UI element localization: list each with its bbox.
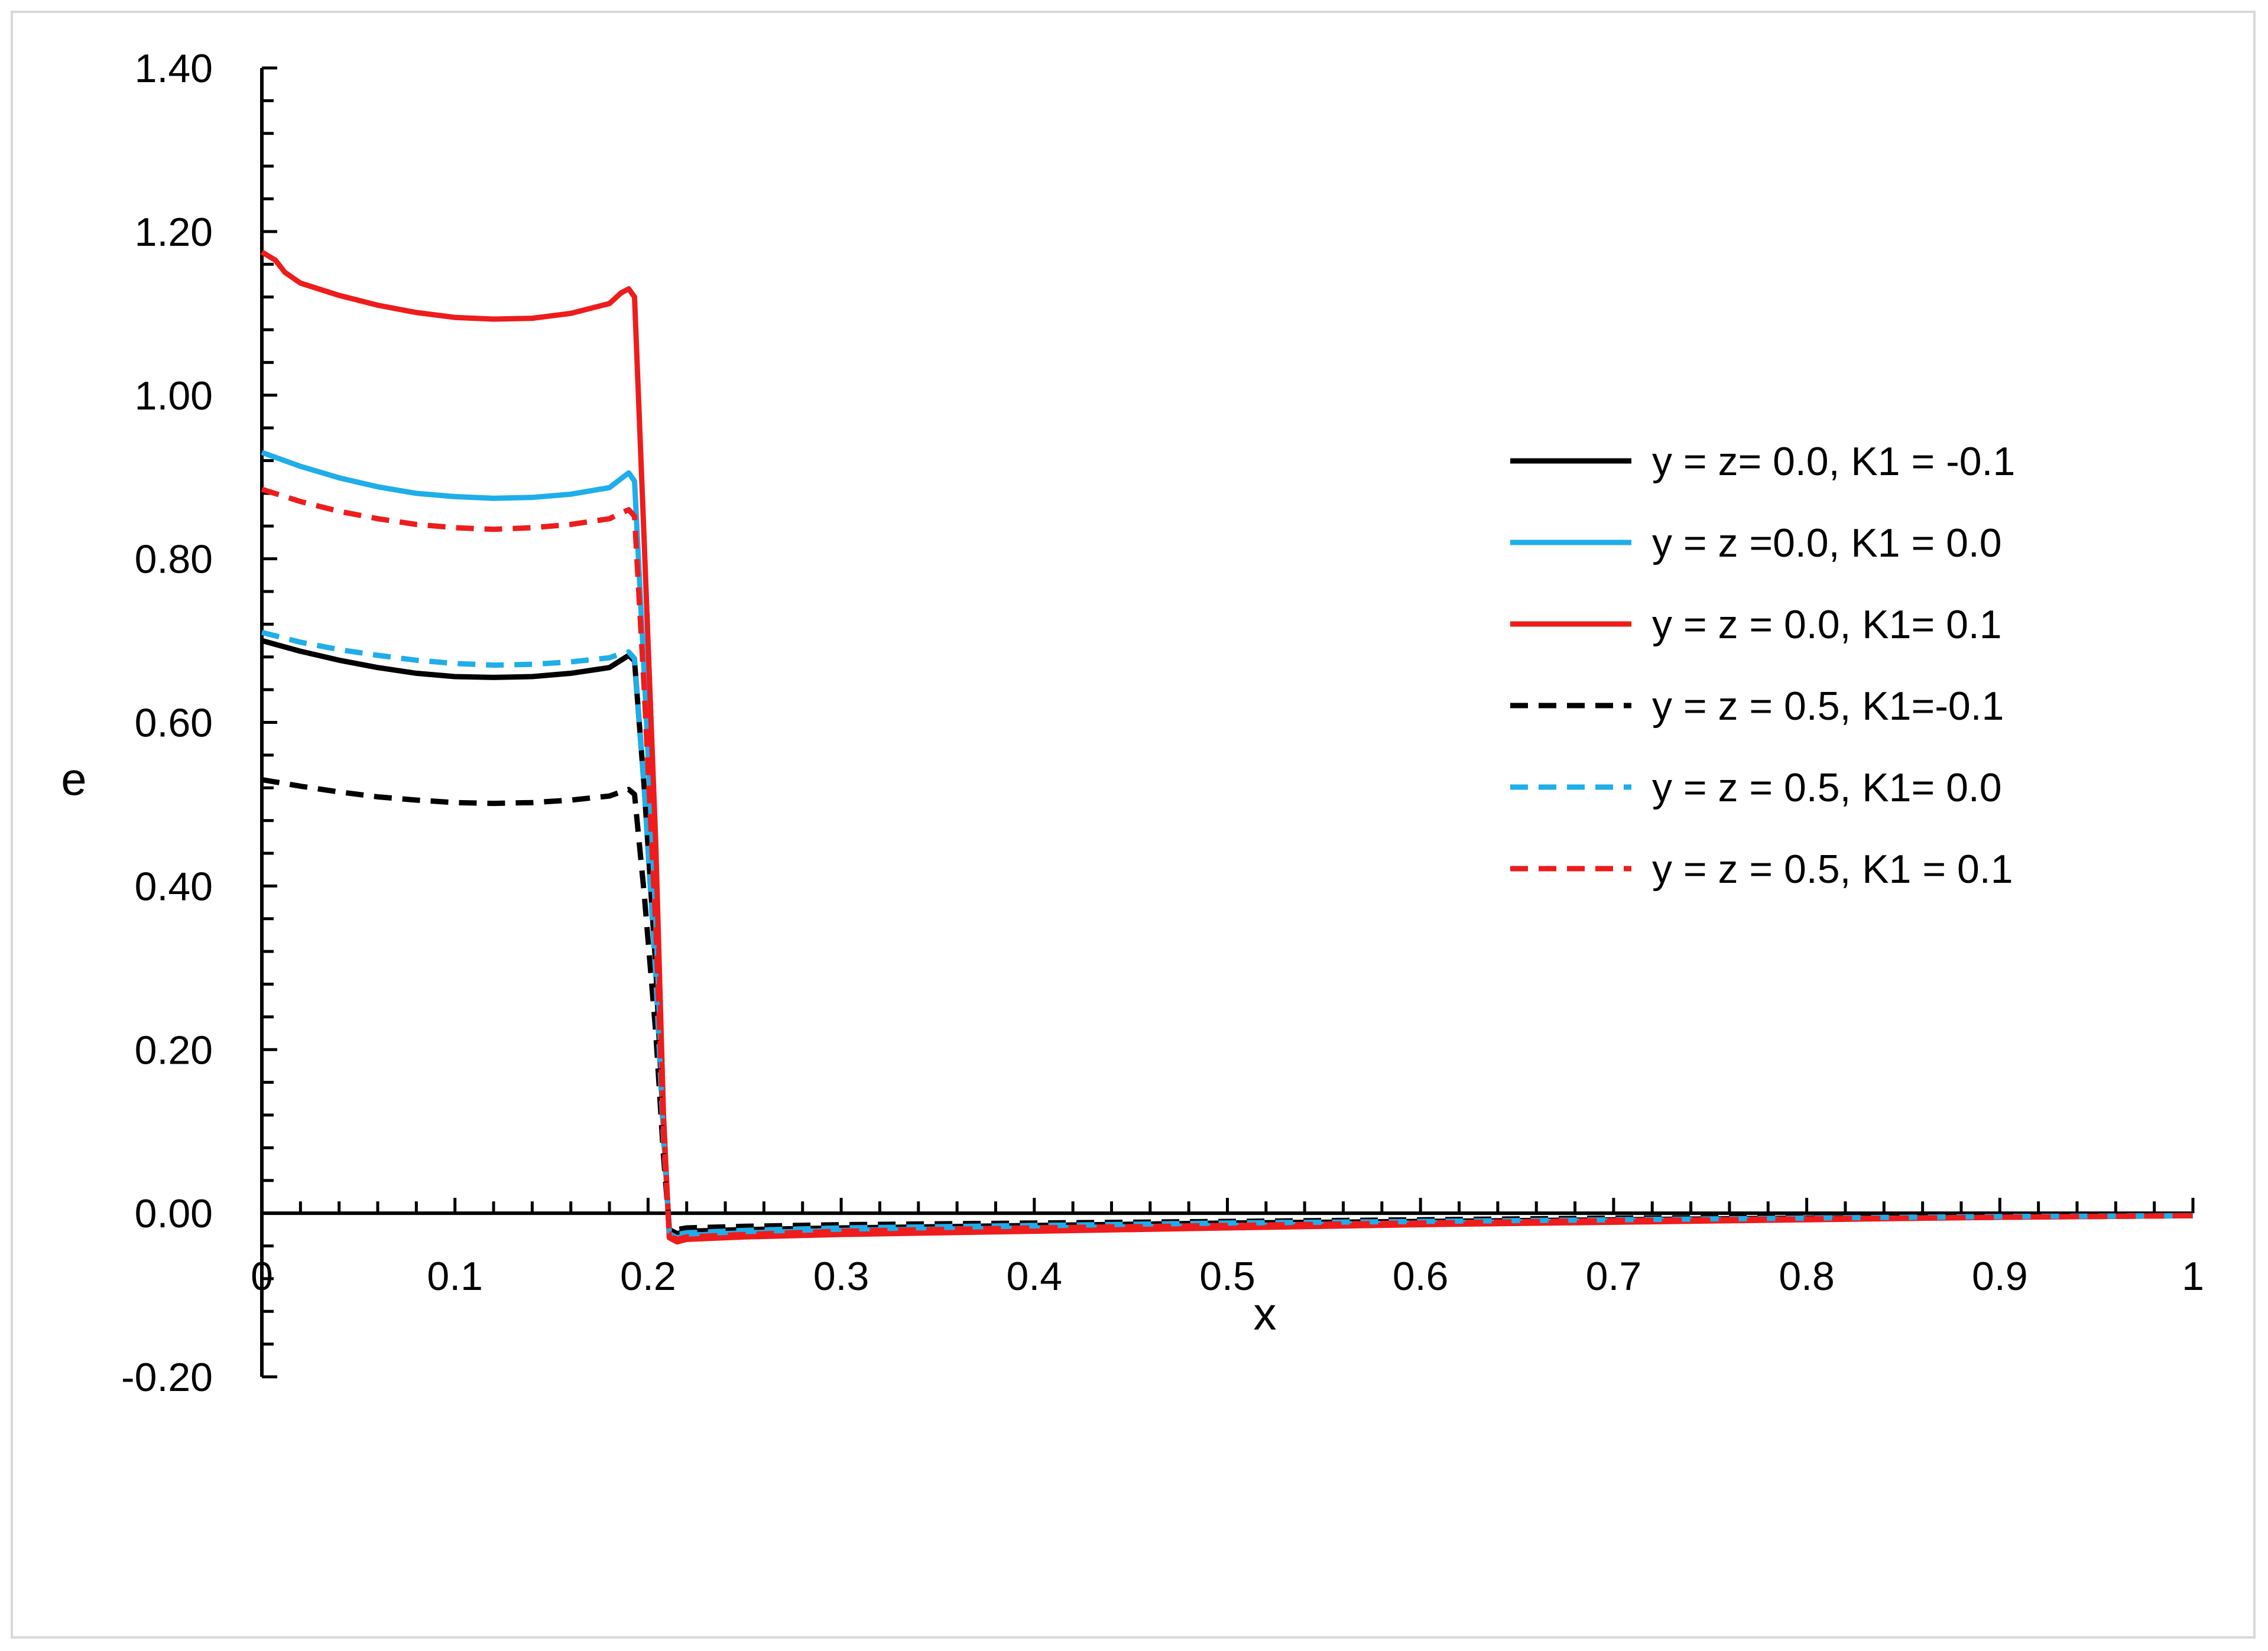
- y-tick-label: 1.20: [135, 210, 213, 255]
- legend-label-3: y = z = 0.0, K1= 0.1: [1652, 602, 2002, 647]
- series-line-5: [261, 629, 2194, 1237]
- series-line-6: [261, 486, 2194, 1242]
- legend-label-2: y = z =0.0, K1 = 0.0: [1652, 521, 2002, 566]
- x-tick-label: 0.2: [620, 1254, 676, 1299]
- x-tick-label: 0.6: [1393, 1254, 1449, 1299]
- legend-label-5: y = z = 0.5, K1= 0.0: [1652, 765, 2002, 810]
- x-tick-label: 0: [251, 1254, 273, 1299]
- x-axis-title: x: [1254, 1288, 1277, 1340]
- legend-label-6: y = z = 0.5, K1 = 0.1: [1652, 847, 2013, 892]
- y-tick-label: 0.00: [135, 1191, 213, 1236]
- x-tick-label: 0.9: [1972, 1254, 2028, 1299]
- legend-label-4: y = z = 0.5, K1=-0.1: [1652, 684, 2004, 729]
- y-axis-title: e: [61, 753, 86, 805]
- series-line-3: [260, 249, 2194, 1245]
- x-tick-label: 1: [2182, 1254, 2204, 1299]
- axes: -0.20 0.00 0.20 0.40 0.60 0.80 1.00 1.20 1.40 0 0.…: [61, 46, 2204, 1400]
- y-tick-label: 0.60: [135, 701, 213, 746]
- legend-label-1: y = z= 0.0, K1 = -0.1: [1652, 439, 2015, 484]
- y-tick-label: 1.00: [135, 373, 213, 418]
- legend: y = z= 0.0, K1 = -0.1 y = z =0.0, K1 = 0.…: [1510, 439, 2015, 892]
- series-lines: [260, 249, 2194, 1245]
- y-tick-label: 0.40: [135, 864, 213, 909]
- series-line-4: [261, 776, 2194, 1233]
- series-line-2: [261, 450, 2194, 1241]
- x-tick-label: 0.1: [427, 1254, 483, 1299]
- chart-frame: [11, 11, 2256, 1639]
- x-tick-label: 0.4: [1007, 1254, 1063, 1299]
- y-tick-label: 0.20: [135, 1028, 213, 1072]
- series-line-1: [261, 638, 2194, 1237]
- y-tick-label: 1.40: [135, 46, 213, 91]
- x-tick-label: 0.5: [1199, 1254, 1255, 1299]
- x-tick-label: 0.3: [813, 1254, 869, 1299]
- y-tick-label: 0.80: [135, 537, 213, 582]
- y-tick-label: -0.20: [121, 1355, 213, 1400]
- x-tick-label: 0.7: [1586, 1254, 1642, 1299]
- x-tick-label: 0.8: [1779, 1254, 1835, 1299]
